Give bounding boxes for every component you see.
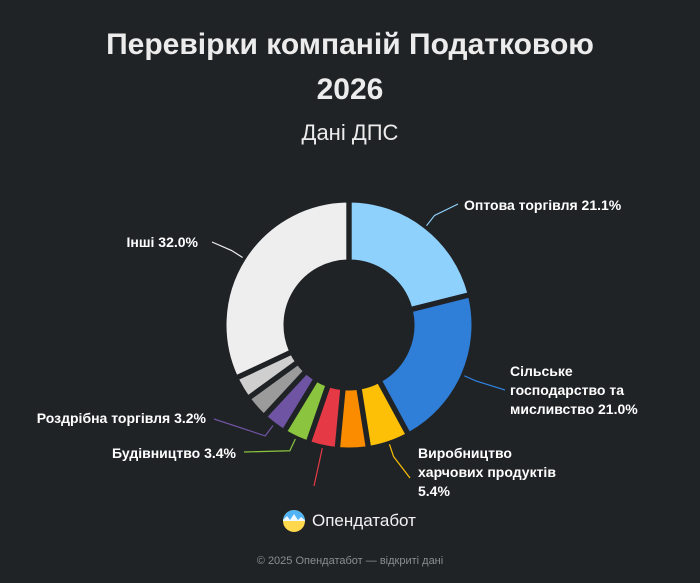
chart-title-line1: Перевірки компаній Податковою xyxy=(106,28,594,61)
leader-line-7 xyxy=(213,418,274,437)
donut-slice-3[interactable] xyxy=(360,382,407,447)
slice-label-1: Оптова торгівля 21.1% xyxy=(464,197,622,213)
leader-line-1 xyxy=(426,203,459,227)
footer-copyright: © 2025 Опендатабот — відкриті дані xyxy=(256,555,444,567)
slice-label-3: Виробництво харчових продуктів 5.4% xyxy=(418,445,556,499)
slice-label-7: Роздрібна торгівля 3.2% xyxy=(37,410,207,426)
donut-slice-6[interactable] xyxy=(286,381,327,442)
chart-subtitle: Дані ДПС xyxy=(301,120,399,145)
donut-slice-8[interactable] xyxy=(250,364,304,415)
donut-slice-7[interactable] xyxy=(266,373,314,430)
chart-title-line2: 2026 xyxy=(316,73,384,106)
leader-line-3 xyxy=(388,444,411,479)
leader-line-5 xyxy=(313,448,323,487)
slice-label-6: Будівництво 3.4% xyxy=(112,445,237,461)
slice-label-10: Інші 32.0% xyxy=(127,234,199,250)
donut-slice-5[interactable] xyxy=(310,386,342,448)
brand-name: Опендатабот xyxy=(312,511,416,530)
donut-slice-1[interactable] xyxy=(350,201,469,308)
leader-line-10 xyxy=(211,241,243,258)
donut-slice-2[interactable] xyxy=(381,296,473,433)
donut-slice-10[interactable] xyxy=(225,201,348,376)
brand: Опендатабот xyxy=(282,508,416,534)
leader-line-6 xyxy=(243,438,296,453)
donut-slice-4[interactable] xyxy=(339,389,367,449)
slice-label-2: Сільське господарство та мисливство 21.0% xyxy=(510,363,638,417)
opendatabot-logo-icon xyxy=(283,510,305,532)
leader-line-2 xyxy=(464,375,506,391)
donut-slice-9[interactable] xyxy=(238,354,296,397)
